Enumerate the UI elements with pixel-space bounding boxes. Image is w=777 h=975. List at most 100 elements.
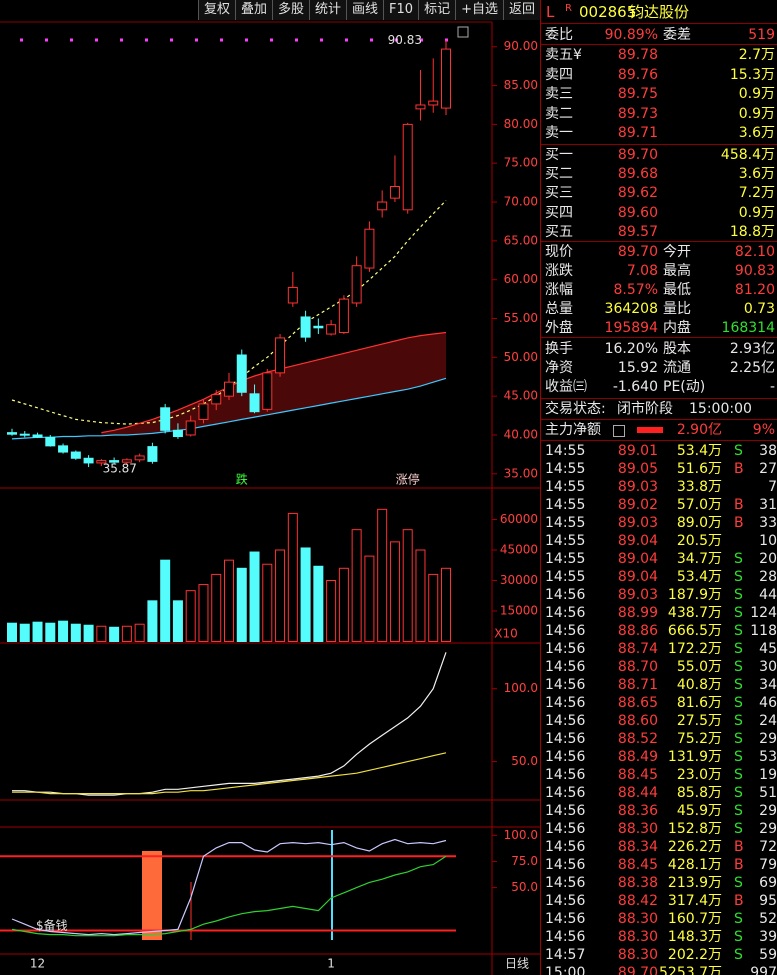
value: - <box>769 379 775 395</box>
volume-bar <box>7 622 17 643</box>
x-tick-label: 12 <box>30 957 45 971</box>
x-tick-label: 1 <box>327 957 335 971</box>
trade-count: 29 <box>759 821 777 837</box>
toolbar-button[interactable]: 标记 <box>418 0 456 20</box>
info-icon[interactable] <box>613 425 625 437</box>
value: 364208 <box>604 301 658 317</box>
trade-side: S <box>734 767 743 783</box>
volume-bar <box>275 549 286 642</box>
toolbar-button[interactable]: 叠加 <box>234 0 272 20</box>
bid-volume: 0.9万 <box>738 204 775 221</box>
candle-body <box>262 372 273 410</box>
trade-count: 53 <box>759 749 777 765</box>
label: 内盘 <box>663 320 691 336</box>
signal-bar <box>142 851 162 940</box>
candle-body <box>45 436 56 447</box>
trade-time: 14:55 <box>545 569 586 585</box>
trade-time: 14:56 <box>545 749 586 765</box>
toolbar-button[interactable]: 返回 <box>502 0 540 20</box>
trade-volume: 317.4万 <box>667 893 722 909</box>
trade-count: 124 <box>750 605 777 621</box>
y-tick-label: 100.0 <box>504 681 538 695</box>
status-phase: 闭市阶段 <box>617 401 673 417</box>
settings-icon[interactable] <box>457 26 469 38</box>
market-mark: L <box>546 3 555 21</box>
separator <box>541 241 777 242</box>
label: 收益㈢ <box>545 379 587 395</box>
trade-price: 89.04 <box>617 533 658 549</box>
volume-bar <box>441 567 451 642</box>
y-tick-label: 45000 <box>500 543 538 557</box>
bid-price: 89.57 <box>617 223 658 240</box>
toolbar-button[interactable]: 画线 <box>346 0 384 20</box>
label: PE(动) <box>663 379 706 395</box>
trade-side: S <box>734 803 743 819</box>
separator <box>541 144 777 145</box>
indicator-line <box>11 855 447 937</box>
trade-count: 38 <box>759 443 777 459</box>
stock-name: 钧达股份 <box>629 3 690 21</box>
candle-body <box>249 393 260 413</box>
trade-time: 14:56 <box>545 623 586 639</box>
stock-code: 002865 <box>579 3 637 21</box>
period-label[interactable]: 日线 <box>505 957 529 971</box>
trade-volume: 81.6万 <box>676 695 722 711</box>
trade-volume: 428.1万 <box>667 857 722 873</box>
y-tick-label: 15000 <box>500 604 538 618</box>
volume-bar <box>262 563 273 643</box>
candle-body <box>7 432 17 435</box>
volume-bar <box>364 555 375 642</box>
trade-time: 14:56 <box>545 713 586 729</box>
volume-bar <box>19 623 30 643</box>
value: 90.83 <box>734 263 775 279</box>
value: 90.89% <box>604 27 658 43</box>
volume-bar <box>415 549 426 642</box>
candle-body <box>338 298 349 333</box>
toolbar-button[interactable]: 复权 <box>197 0 235 20</box>
separator <box>541 398 777 399</box>
trade-volume: 148.3万 <box>667 929 722 945</box>
volume-bar <box>45 622 56 643</box>
volume-bar <box>147 600 158 642</box>
volume-bar <box>185 590 196 643</box>
value: 0.73 <box>743 301 775 317</box>
ask-label: 卖五¥ <box>545 47 582 63</box>
label: 净资 <box>545 360 573 376</box>
toolbar-button[interactable]: 统计 <box>309 0 347 20</box>
trade-side: B <box>734 515 744 531</box>
label: 涨跌 <box>545 263 573 279</box>
indicator-line <box>12 652 447 796</box>
toolbar-button[interactable]: +自选 <box>455 0 503 20</box>
candle-body <box>300 316 311 338</box>
candle-body <box>313 325 324 329</box>
quote-panel: L R 002865 钧达股份 委比 90.89% 委差 519 卖五¥ 89.78 2.7万 卖四 8… <box>540 0 777 975</box>
trade-volume: 51.6万 <box>676 461 722 477</box>
volume-bar <box>32 621 43 643</box>
ask-label: 卖一 <box>545 125 573 142</box>
trade-side: S <box>734 911 743 927</box>
volume-bar <box>70 623 81 643</box>
ask-label: 卖三 <box>545 86 573 103</box>
indicator-line <box>101 331 447 434</box>
label: 现价 <box>545 244 573 260</box>
toolbar-button[interactable]: F10 <box>383 0 419 20</box>
trade-volume: 89.0万 <box>676 515 722 531</box>
trade-side: S <box>734 749 743 765</box>
y-tick-label: 45.00 <box>504 389 538 403</box>
candle-body <box>415 104 426 110</box>
trade-price: 88.36 <box>617 803 658 819</box>
scale-label: X10 <box>494 627 518 641</box>
trade-time: 14:55 <box>545 515 586 531</box>
label: 涨幅 <box>545 282 573 298</box>
trade-volume: 5253.7万 <box>659 965 722 975</box>
bid-label: 买五 <box>545 223 573 240</box>
value: 195894 <box>604 320 658 336</box>
trade-count: 33 <box>759 515 777 531</box>
trade-volume: 53.4万 <box>676 569 722 585</box>
toolbar-button[interactable]: 多股 <box>271 0 309 20</box>
low-label: 35.87 <box>103 462 137 476</box>
value: 15.92 <box>617 360 658 376</box>
candle-body <box>236 354 247 393</box>
trade-time: 14:55 <box>545 497 586 513</box>
label: 量比 <box>663 301 691 317</box>
